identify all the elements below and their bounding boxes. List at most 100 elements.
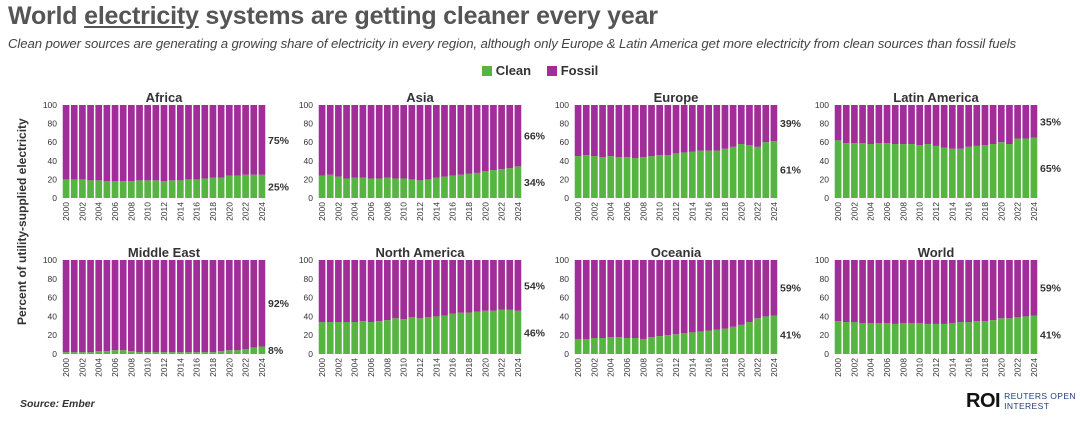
bar-fossil — [514, 105, 522, 167]
bar-fossil — [891, 105, 899, 145]
bar-fossil — [859, 105, 866, 144]
bar-fossil — [432, 105, 440, 178]
data-label-fossil: 35% — [1040, 116, 1062, 128]
bar-fossil — [250, 105, 258, 175]
bar-fossil — [209, 260, 217, 353]
x-tick-label: 2008 — [638, 202, 648, 221]
data-label-fossil: 92% — [268, 298, 290, 310]
bar-fossil — [875, 260, 883, 323]
bar-clean — [343, 322, 350, 354]
bar-fossil — [705, 105, 712, 151]
bar-fossil — [989, 105, 997, 145]
bar-clean — [481, 310, 489, 354]
roi-logo: ROI REUTERS OPEN INTEREST — [966, 390, 1076, 413]
bar-clean — [640, 338, 647, 354]
bar-clean — [1014, 317, 1021, 354]
bar-clean — [705, 150, 712, 198]
bar-clean — [867, 322, 875, 354]
bar-fossil — [640, 260, 647, 339]
bar-fossil — [924, 105, 932, 145]
x-tick-label: 2022 — [1013, 358, 1023, 377]
bar-fossil — [867, 105, 875, 145]
bar-fossil — [989, 260, 997, 321]
bar-clean — [965, 322, 972, 354]
bar-clean — [367, 178, 375, 198]
y-tick-label: 100 — [43, 100, 57, 110]
bar-fossil — [648, 105, 655, 157]
bar-clean — [574, 156, 582, 198]
bar-fossil — [234, 105, 241, 176]
bar-clean — [79, 352, 86, 354]
bar-clean — [859, 322, 866, 354]
bar-fossil — [128, 105, 135, 182]
bar-clean — [152, 180, 160, 198]
bar-fossil — [948, 260, 956, 323]
bar-clean — [490, 170, 497, 198]
bar-fossil — [883, 260, 891, 323]
bar-fossil — [900, 105, 907, 145]
bar-clean — [746, 322, 753, 354]
bar-fossil — [891, 260, 899, 324]
bar-fossil — [729, 105, 737, 147]
x-tick-label: 2018 — [208, 202, 218, 221]
bar-fossil — [367, 260, 375, 323]
bar-fossil — [591, 260, 598, 339]
x-tick-label: 2008 — [126, 358, 136, 377]
x-tick-label: 2024 — [769, 202, 779, 221]
bar-fossil — [70, 105, 78, 180]
bar-fossil — [631, 105, 639, 159]
bar-clean — [193, 352, 200, 354]
x-tick-label: 2012 — [159, 358, 169, 377]
bar-fossil — [973, 105, 981, 146]
bar-clean — [981, 144, 989, 198]
bar-fossil — [965, 260, 972, 323]
chart-subtitle: Clean power sources are generating a gro… — [8, 36, 1017, 51]
bar-clean — [688, 332, 696, 354]
bar-clean — [615, 157, 623, 198]
x-tick-label: 2002 — [849, 202, 859, 221]
bar-clean — [932, 323, 940, 354]
bar-fossil — [62, 260, 70, 353]
y-tick-label: 80 — [560, 274, 570, 284]
bar-fossil — [490, 105, 497, 171]
x-tick-label: 2008 — [126, 202, 136, 221]
bar-fossil — [680, 105, 688, 153]
bar-clean — [908, 322, 915, 354]
bar-clean — [318, 175, 326, 198]
bar-fossil — [737, 260, 745, 325]
bar-clean — [185, 179, 192, 198]
bar-fossil — [754, 105, 761, 147]
y-tick-label: 100 — [555, 100, 569, 110]
bar-clean — [721, 148, 729, 198]
bar-fossil — [176, 260, 184, 353]
bar-clean — [948, 322, 956, 354]
bar-fossil — [615, 105, 623, 158]
bar-clean — [136, 180, 143, 198]
x-tick-label: 2014 — [431, 358, 441, 377]
x-tick-label: 2006 — [882, 202, 892, 221]
bar-fossil — [79, 105, 86, 180]
bar-clean — [457, 174, 465, 198]
bar-fossil — [424, 260, 432, 318]
title-underlined: electricity — [84, 2, 199, 30]
bar-clean — [481, 171, 489, 198]
bar-clean — [432, 316, 440, 354]
x-tick-label: 2012 — [931, 358, 941, 377]
bar-clean — [234, 350, 241, 354]
x-tick-label: 2000 — [833, 202, 843, 221]
bar-clean — [851, 143, 858, 198]
bar-clean — [424, 179, 432, 198]
bar-clean — [997, 318, 1005, 354]
bar-clean — [416, 180, 424, 198]
x-tick-label: 2006 — [110, 202, 120, 221]
bar-clean — [713, 150, 721, 198]
data-label-fossil: 59% — [1040, 283, 1062, 295]
bar-clean — [185, 352, 192, 354]
x-tick-label: 2014 — [175, 202, 185, 221]
x-tick-label: 2000 — [61, 358, 71, 377]
bar-fossil — [834, 105, 842, 141]
bar-fossil — [384, 105, 391, 178]
y-tick-label: 100 — [299, 255, 313, 265]
bar-clean — [498, 169, 505, 198]
bar-clean — [737, 144, 745, 198]
